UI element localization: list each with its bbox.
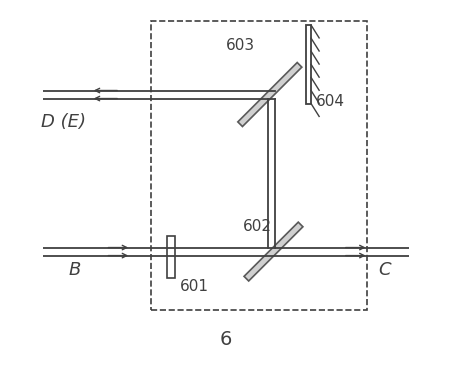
Bar <box>151 21 366 310</box>
Text: C: C <box>378 261 390 279</box>
Text: 604: 604 <box>315 94 344 109</box>
Polygon shape <box>237 63 301 127</box>
Bar <box>166 236 175 279</box>
Text: 603: 603 <box>226 38 254 53</box>
Text: 602: 602 <box>242 219 271 234</box>
Text: B: B <box>68 261 80 279</box>
Bar <box>306 25 310 104</box>
Text: 601: 601 <box>180 279 209 294</box>
Text: D (E): D (E) <box>41 113 86 131</box>
Text: 6: 6 <box>219 330 232 349</box>
Polygon shape <box>244 222 302 281</box>
